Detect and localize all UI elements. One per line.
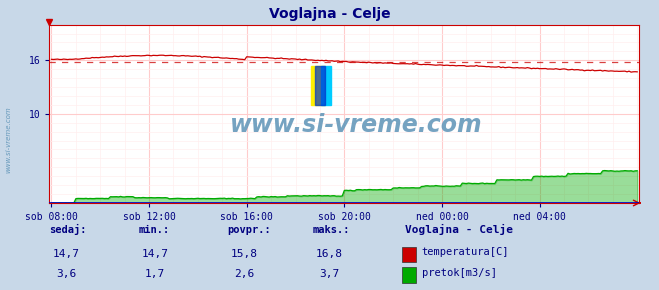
Text: 14,7: 14,7	[142, 249, 168, 259]
Text: min.:: min.:	[138, 225, 169, 235]
Text: pretok[m3/s]: pretok[m3/s]	[422, 267, 497, 278]
Bar	[321, 66, 331, 105]
Text: 1,7: 1,7	[145, 269, 165, 279]
Bar	[315, 66, 326, 105]
Text: sedaj:: sedaj:	[49, 224, 87, 235]
Text: 14,7: 14,7	[53, 249, 79, 259]
Text: 3,6: 3,6	[56, 269, 76, 279]
Text: 16,8: 16,8	[316, 249, 343, 259]
Text: Voglajna - Celje: Voglajna - Celje	[269, 7, 390, 21]
Text: Voglajna - Celje: Voglajna - Celje	[405, 224, 513, 235]
Bar	[310, 66, 326, 105]
Text: 2,6: 2,6	[234, 269, 254, 279]
Text: maks.:: maks.:	[313, 225, 351, 235]
Text: 15,8: 15,8	[231, 249, 257, 259]
Text: povpr.:: povpr.:	[227, 225, 271, 235]
Text: www.si-vreme.com: www.si-vreme.com	[5, 106, 11, 173]
Text: temperatura[C]: temperatura[C]	[422, 247, 509, 257]
Text: www.si-vreme.com: www.si-vreme.com	[230, 113, 482, 137]
Text: 3,7: 3,7	[320, 269, 339, 279]
